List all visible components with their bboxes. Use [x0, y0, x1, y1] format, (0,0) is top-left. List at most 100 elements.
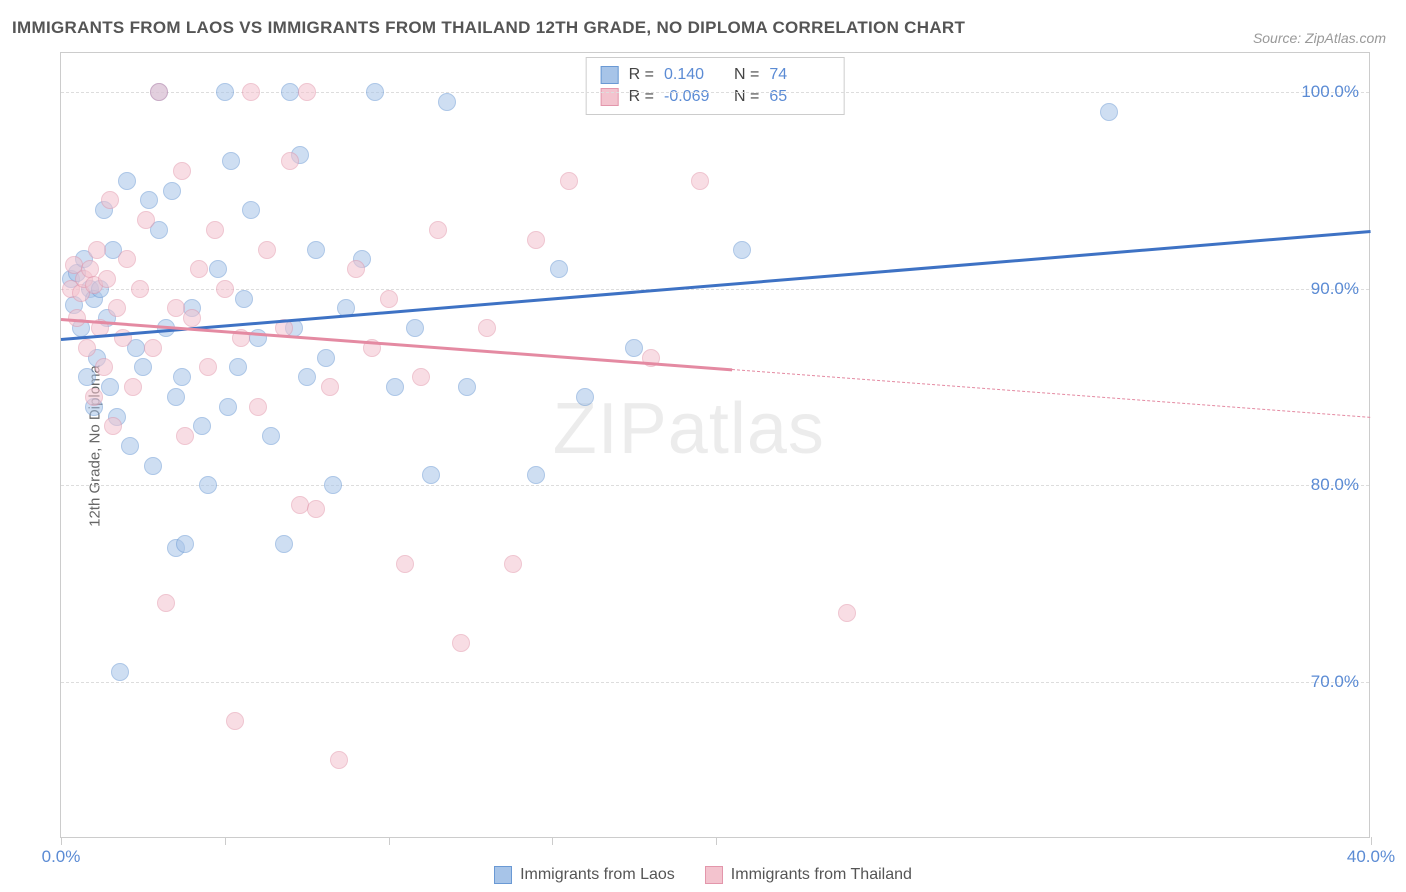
- scatter-point: [330, 751, 348, 769]
- scatter-point: [216, 83, 234, 101]
- scatter-point: [78, 339, 96, 357]
- scatter-point: [131, 280, 149, 298]
- scatter-point: [167, 299, 185, 317]
- scatter-point: [229, 358, 247, 376]
- scatter-point: [118, 172, 136, 190]
- scatter-point: [298, 368, 316, 386]
- x-tick-mark: [61, 837, 62, 845]
- scatter-point: [396, 555, 414, 573]
- scatter-point: [199, 358, 217, 376]
- scatter-point: [478, 319, 496, 337]
- scatter-point: [108, 299, 126, 317]
- legend-series-label: Immigrants from Laos: [520, 866, 675, 884]
- x-tick-mark: [225, 837, 226, 845]
- chart-title: IMMIGRANTS FROM LAOS VS IMMIGRANTS FROM …: [12, 18, 965, 38]
- scatter-point: [691, 172, 709, 190]
- chart-container: IMMIGRANTS FROM LAOS VS IMMIGRANTS FROM …: [0, 0, 1406, 892]
- scatter-point: [321, 378, 339, 396]
- scatter-point: [101, 191, 119, 209]
- legend-bottom-item: Immigrants from Laos: [494, 866, 675, 884]
- legend-swatch: [705, 866, 723, 884]
- scatter-point: [183, 309, 201, 327]
- scatter-point: [226, 712, 244, 730]
- scatter-point: [235, 290, 253, 308]
- legend-bottom-item: Immigrants from Thailand: [705, 866, 912, 884]
- y-tick-label: 70.0%: [1311, 672, 1359, 692]
- scatter-point: [167, 388, 185, 406]
- scatter-point: [527, 231, 545, 249]
- x-tick-mark: [389, 837, 390, 845]
- scatter-point: [101, 378, 119, 396]
- scatter-point: [412, 368, 430, 386]
- legend-series-label: Immigrants from Thailand: [731, 866, 912, 884]
- scatter-point: [134, 358, 152, 376]
- scatter-point: [163, 182, 181, 200]
- scatter-point: [173, 162, 191, 180]
- gridline-h: [61, 485, 1369, 486]
- scatter-point: [347, 260, 365, 278]
- scatter-point: [838, 604, 856, 622]
- scatter-point: [733, 241, 751, 259]
- legend-top-row: R =0.140N =74: [601, 64, 830, 86]
- legend-r-label: R =: [629, 88, 654, 106]
- scatter-point: [88, 241, 106, 259]
- scatter-point: [199, 476, 217, 494]
- scatter-point: [550, 260, 568, 278]
- scatter-point: [625, 339, 643, 357]
- scatter-point: [222, 152, 240, 170]
- scatter-point: [176, 535, 194, 553]
- scatter-point: [104, 417, 122, 435]
- legend-r-value: 0.140: [664, 66, 724, 84]
- scatter-point: [258, 241, 276, 259]
- scatter-point: [118, 250, 136, 268]
- watermark-text: ZIPatlas: [553, 388, 825, 470]
- scatter-point: [216, 280, 234, 298]
- trendline-dashed: [732, 369, 1371, 418]
- scatter-point: [209, 260, 227, 278]
- x-tick-mark: [1371, 837, 1372, 845]
- scatter-point: [95, 358, 113, 376]
- scatter-point: [429, 221, 447, 239]
- scatter-point: [307, 500, 325, 518]
- scatter-point: [140, 191, 158, 209]
- scatter-point: [144, 457, 162, 475]
- y-tick-label: 90.0%: [1311, 279, 1359, 299]
- legend-swatch: [494, 866, 512, 884]
- scatter-point: [452, 634, 470, 652]
- legend-swatch: [601, 88, 619, 106]
- scatter-point: [85, 388, 103, 406]
- scatter-point: [98, 270, 116, 288]
- scatter-point: [291, 496, 309, 514]
- scatter-point: [144, 339, 162, 357]
- scatter-point: [124, 378, 142, 396]
- scatter-point: [262, 427, 280, 445]
- x-tick-mark: [716, 837, 717, 845]
- gridline-h: [61, 289, 1369, 290]
- scatter-point: [380, 290, 398, 308]
- source-text: Source: ZipAtlas.com: [1253, 30, 1386, 46]
- scatter-point: [242, 201, 260, 219]
- scatter-point: [249, 398, 267, 416]
- scatter-point: [366, 83, 384, 101]
- scatter-point: [317, 349, 335, 367]
- scatter-point: [527, 466, 545, 484]
- legend-top-row: R =-0.069N =65: [601, 86, 830, 108]
- legend-bottom: Immigrants from Laos Immigrants from Thai…: [0, 866, 1406, 884]
- scatter-point: [560, 172, 578, 190]
- scatter-point: [386, 378, 404, 396]
- scatter-point: [307, 241, 325, 259]
- legend-n-value: 74: [769, 66, 829, 84]
- scatter-point: [150, 83, 168, 101]
- scatter-point: [176, 427, 194, 445]
- scatter-point: [406, 319, 424, 337]
- plot-area: ZIPatlas R = 0.140 N = 74 R =-0.069N =65 70.…: [60, 52, 1370, 838]
- scatter-point: [78, 368, 96, 386]
- scatter-point: [206, 221, 224, 239]
- scatter-point: [504, 555, 522, 573]
- scatter-point: [438, 93, 456, 111]
- scatter-point: [242, 83, 260, 101]
- scatter-point: [193, 417, 211, 435]
- scatter-point: [121, 437, 139, 455]
- scatter-point: [1100, 103, 1118, 121]
- legend-n-label: N =: [734, 66, 759, 84]
